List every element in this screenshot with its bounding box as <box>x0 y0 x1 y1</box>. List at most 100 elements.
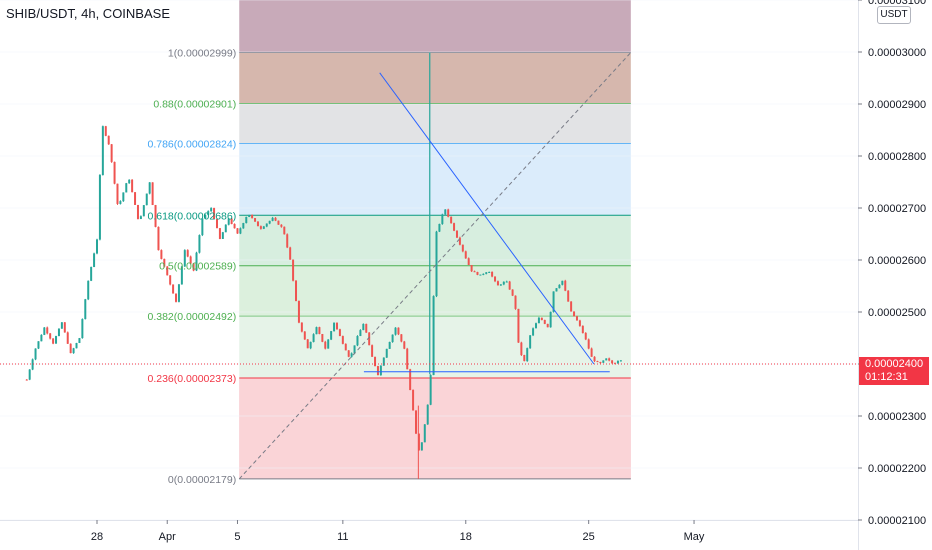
candle-body <box>169 275 172 285</box>
candle-body <box>315 327 318 335</box>
candle-body <box>488 271 491 273</box>
time-tick-label: Apr <box>159 531 176 543</box>
candle-body <box>499 284 502 286</box>
candle-body <box>274 217 277 221</box>
candle-body <box>388 341 391 349</box>
candle-body <box>537 317 540 324</box>
candle-body <box>213 208 216 220</box>
currency-badge[interactable]: USDT <box>877 6 911 24</box>
fib-zone-bottom <box>239 378 631 479</box>
fib-level-label: 0.618(0.00002686) <box>147 210 236 222</box>
candle-body <box>268 220 271 224</box>
candle-body <box>441 214 444 224</box>
candle-body <box>93 253 96 267</box>
candle-body <box>295 280 298 301</box>
trendlines <box>238 52 632 480</box>
fib-zone <box>239 52 631 104</box>
candle-body <box>429 375 432 405</box>
candle-body <box>40 334 43 342</box>
candle-body <box>180 266 183 285</box>
candle-body <box>540 317 543 321</box>
candle-body <box>318 327 321 335</box>
candle-body <box>145 193 148 206</box>
candle-body <box>183 250 186 267</box>
fib-trend-dashed-line <box>238 52 632 480</box>
candle-body <box>283 226 286 235</box>
candle-body <box>55 336 58 344</box>
candle-body <box>447 209 450 217</box>
candle-body <box>564 280 567 291</box>
candle-body <box>87 280 90 300</box>
price-tick-label: 0.00003000 <box>868 47 926 59</box>
candle-body <box>233 223 236 229</box>
candle-body <box>432 296 435 376</box>
candle-body <box>505 281 508 283</box>
time-axis[interactable]: 28 Apr 5 11 18 25 May <box>0 520 858 543</box>
fib-level-label: 1(0.00002999) <box>168 48 236 60</box>
candle-body <box>230 218 233 224</box>
candle-body <box>587 339 590 349</box>
candle-body <box>242 223 245 229</box>
candle-body <box>491 271 494 277</box>
symbol-title: SHIB/USDT, 4h, COINBASE <box>6 6 170 21</box>
price-tick-label: 0.00002800 <box>868 151 926 163</box>
candle-body <box>552 291 555 312</box>
current-price-badge: 0.00002400 01:12:31 <box>859 357 929 385</box>
fib-level-label: 0(0.00002179) <box>168 474 236 486</box>
candle-body <box>139 216 142 219</box>
candle-body <box>417 433 420 451</box>
price-tick-label: 0.00002100 <box>868 515 926 527</box>
candle-body <box>142 205 145 217</box>
fib-level-label: 0.88(0.00002901) <box>153 98 236 110</box>
candle-body <box>218 228 221 239</box>
candle-body <box>482 273 485 275</box>
candle-body <box>584 332 587 340</box>
candle-body <box>69 343 72 354</box>
candle-body <box>303 331 306 340</box>
candlestick-series <box>25 52 622 479</box>
fib-zone <box>239 103 631 144</box>
candle-body <box>131 179 134 193</box>
candle-body <box>177 284 180 302</box>
candle-body <box>186 250 189 257</box>
time-tick-label: 5 <box>234 531 240 543</box>
candle-body <box>292 259 295 281</box>
price-tick-label: 0.00002300 <box>868 411 926 423</box>
candle-body <box>46 327 49 334</box>
fib-level-label: 0.236(0.00002373) <box>147 373 236 385</box>
candle-body <box>426 404 429 425</box>
price-tick-label: 0.00002700 <box>868 203 926 215</box>
candle-body <box>502 281 505 285</box>
candle-body <box>529 335 532 349</box>
candle-body <box>341 336 344 344</box>
candle-body <box>496 281 499 286</box>
fib-zone <box>239 316 631 379</box>
candle-body <box>207 211 210 215</box>
candle-body <box>359 330 362 337</box>
candle-body <box>107 135 110 145</box>
candle-body <box>476 271 479 275</box>
candle-body <box>517 308 520 343</box>
price-axis[interactable]: 0.00002100 0.00002200 0.00002300 0.00002400… <box>858 0 926 550</box>
candle-body <box>72 348 75 354</box>
fib-zone <box>239 143 631 216</box>
candle-body <box>192 263 195 271</box>
candle-body <box>362 323 365 331</box>
candle-body <box>254 218 257 222</box>
candle-body <box>134 192 137 205</box>
candle-body <box>300 322 303 332</box>
candle-body <box>60 322 63 329</box>
candle-body <box>101 126 104 176</box>
candle-body <box>75 342 78 349</box>
candle-body <box>353 345 356 354</box>
candle-body <box>479 274 482 276</box>
candle-body <box>224 224 227 233</box>
candle-body <box>172 284 175 294</box>
candle-body <box>104 126 107 136</box>
candle-body <box>330 331 333 340</box>
candle-body <box>596 361 599 363</box>
candle-body <box>494 276 497 282</box>
candle-body <box>262 226 265 229</box>
fib-level-label: 0.786(0.00002824) <box>147 139 236 151</box>
